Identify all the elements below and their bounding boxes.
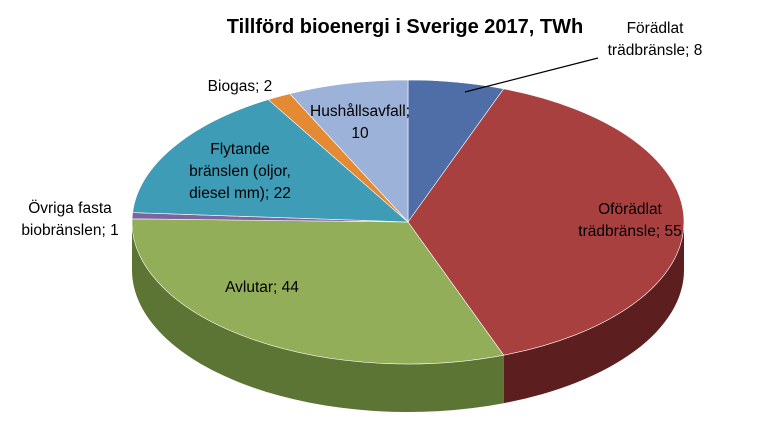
slice-hushallsavfall <box>289 79 409 223</box>
slice-flytande-branslen-oljor-diesel-mm <box>132 99 409 223</box>
slice-label-ovriga-fasta-biobranslen: Övriga fasta biobränslen; 1 <box>21 199 118 239</box>
slice-label-oforadlat-tradbransle: Oförädlat trädbränsle; 55 <box>578 201 681 240</box>
slice-side-oforadlat-tradbransle <box>503 222 684 404</box>
leader-line-foradlat-tradbransle <box>464 57 599 93</box>
slice-avlutar <box>131 218 505 365</box>
chart-title: Tillförd bioenergi i Sverige 2017, TWh <box>227 16 583 38</box>
leader-lines <box>464 57 599 93</box>
slice-oforadlat-tradbransle <box>407 88 685 356</box>
slice-label-foradlat-tradbransle: Förädlat trädbränsle; 8 <box>608 20 703 59</box>
slice-label-avlutar: Avlutar; 44 <box>225 279 299 296</box>
slice-label-biogas: Biogas; 2 <box>208 78 273 95</box>
slice-label-flytande-branslen-oljor-diesel-mm: Flytande bränslen (oljor, diesel mm); 22 <box>189 141 291 202</box>
slice-labels: Förädlat trädbränsle; 8 Oförädlat trädbräns… <box>21 20 702 296</box>
pie-slices <box>131 79 685 365</box>
pie-depth <box>132 222 684 412</box>
slice-side-avlutar <box>132 222 504 412</box>
slice-label-hushallsavfall: Hushållsavfall; 10 <box>310 103 410 142</box>
